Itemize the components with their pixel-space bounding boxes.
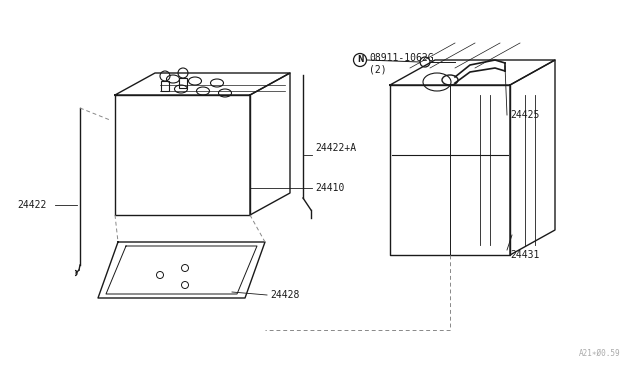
- Text: 24431: 24431: [510, 250, 540, 260]
- Text: 24422+A: 24422+A: [315, 143, 356, 153]
- Text: N: N: [356, 55, 364, 64]
- Bar: [161, 81, 169, 91]
- Text: 24422: 24422: [17, 200, 46, 210]
- Text: A21∗Ø0.59: A21∗Ø0.59: [579, 349, 620, 358]
- Text: (2): (2): [369, 64, 387, 74]
- Text: 08911-1062G: 08911-1062G: [369, 53, 434, 63]
- Text: 24410: 24410: [315, 183, 344, 193]
- Text: 24425: 24425: [510, 110, 540, 120]
- Text: 24428: 24428: [270, 290, 300, 300]
- Bar: [179, 78, 187, 88]
